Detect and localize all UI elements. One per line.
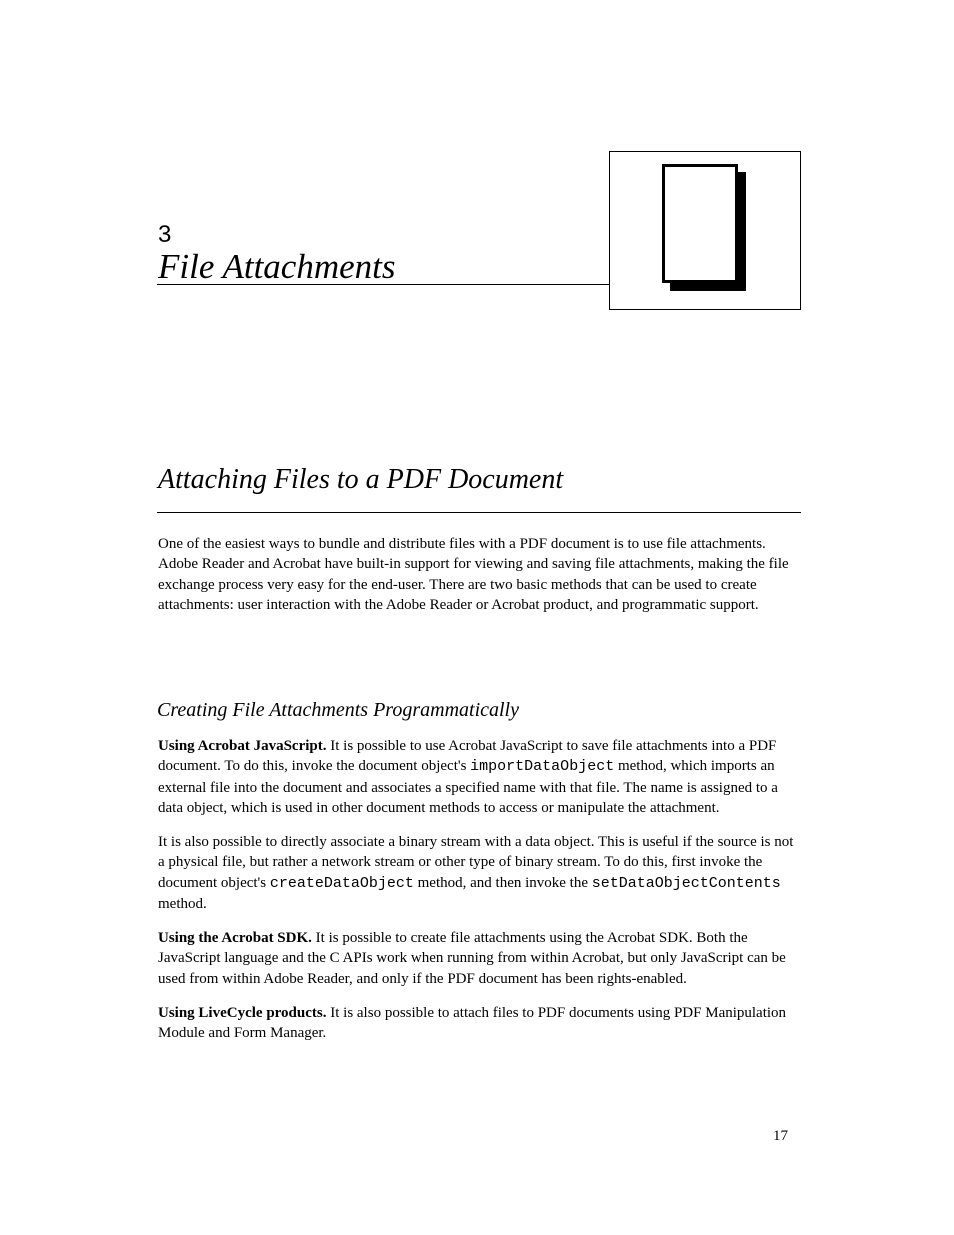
intro-text: One of the easiest ways to bundle and di… xyxy=(158,534,802,615)
para-stream-mid: method, and then invoke the xyxy=(414,875,592,891)
runin-sdk: Using the Acrobat SDK. xyxy=(158,930,312,946)
section-rule xyxy=(157,512,801,513)
section-title: Attaching Files to a PDF Document xyxy=(158,464,563,496)
para-stream: It is also possible to directly associat… xyxy=(158,832,802,914)
chapter-icon-box xyxy=(609,151,801,310)
subsection-body: Using Acrobat JavaScript. It is possible… xyxy=(158,736,802,1043)
para-livecycle: Using LiveCycle products. It is also pos… xyxy=(158,1003,802,1044)
para-js: Using Acrobat JavaScript. It is possible… xyxy=(158,736,802,818)
runin-livecycle: Using LiveCycle products. xyxy=(158,1005,326,1021)
chapter-number: 3 xyxy=(158,221,171,249)
chapter-title: File Attachments xyxy=(158,247,396,287)
runin-js: Using Acrobat JavaScript. xyxy=(158,738,326,754)
para-sdk: Using the Acrobat SDK. It is possible to… xyxy=(158,928,802,989)
cmd-createDataObject: createDataObject xyxy=(270,875,414,892)
cmd-setDataObjectContents: setDataObjectContents xyxy=(592,875,781,892)
section-intro: One of the easiest ways to bundle and di… xyxy=(158,534,802,615)
para-stream-b: method. xyxy=(158,896,207,912)
page-number: 17 xyxy=(773,1128,788,1145)
cmd-importDataObject: importDataObject xyxy=(470,758,614,775)
chapter-icon-page xyxy=(662,164,738,283)
subsection-title: Creating File Attachments Programmatical… xyxy=(157,699,519,722)
page-root: 3 File Attachments Attaching Files to a … xyxy=(0,0,954,1235)
